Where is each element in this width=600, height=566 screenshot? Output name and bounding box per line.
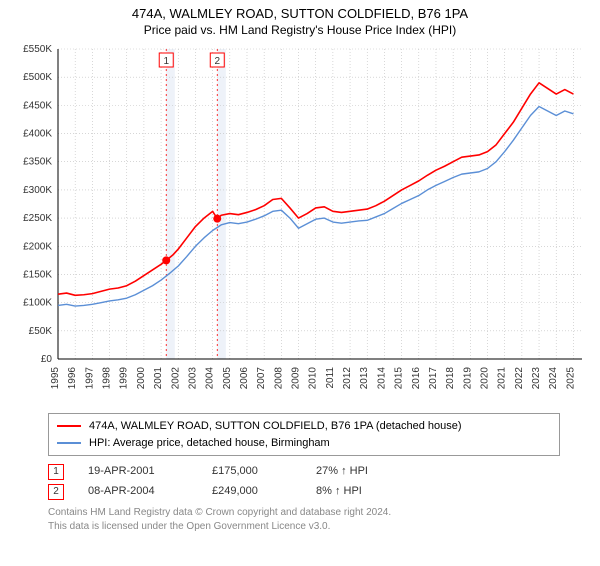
svg-text:2007: 2007 (256, 367, 267, 390)
svg-text:2019: 2019 (462, 367, 473, 390)
transaction-row: 1 19-APR-2001 £175,000 27% ↑ HPI (48, 462, 560, 482)
transaction-pct: 8% ↑ HPI (316, 482, 396, 502)
svg-text:1996: 1996 (67, 367, 78, 390)
svg-text:2020: 2020 (480, 367, 491, 390)
svg-text:1998: 1998 (102, 367, 113, 390)
svg-text:£250K: £250K (23, 213, 52, 224)
legend-label: 474A, WALMLEY ROAD, SUTTON COLDFIELD, B7… (89, 418, 462, 435)
transaction-pct: 27% ↑ HPI (316, 462, 396, 482)
svg-text:2006: 2006 (239, 367, 250, 390)
svg-text:2008: 2008 (273, 367, 284, 390)
svg-text:£550K: £550K (23, 44, 52, 55)
transaction-marker: 2 (48, 484, 64, 500)
svg-text:2024: 2024 (548, 367, 559, 390)
svg-text:£400K: £400K (23, 129, 52, 140)
svg-text:2: 2 (214, 56, 220, 67)
svg-text:2016: 2016 (411, 367, 422, 390)
footer-text: Contains HM Land Registry data © Crown c… (48, 506, 560, 534)
page-title: 474A, WALMLEY ROAD, SUTTON COLDFIELD, B7… (0, 6, 600, 21)
transaction-date: 19-APR-2001 (88, 462, 188, 482)
svg-text:2013: 2013 (359, 367, 370, 390)
svg-text:1: 1 (163, 56, 169, 67)
svg-text:£50K: £50K (29, 326, 53, 337)
svg-text:£100K: £100K (23, 298, 52, 309)
svg-text:2011: 2011 (325, 367, 336, 389)
svg-text:1997: 1997 (84, 367, 95, 390)
svg-text:2014: 2014 (376, 367, 387, 390)
svg-text:£350K: £350K (23, 157, 52, 168)
page-subtitle: Price paid vs. HM Land Registry's House … (0, 23, 600, 37)
svg-text:2010: 2010 (308, 367, 319, 390)
svg-text:1999: 1999 (119, 367, 130, 390)
transaction-marker: 1 (48, 464, 64, 480)
transaction-date: 08-APR-2004 (88, 482, 188, 502)
svg-text:2003: 2003 (187, 367, 198, 390)
footer-line-2: This data is licensed under the Open Gov… (48, 520, 560, 534)
svg-text:£500K: £500K (23, 72, 52, 83)
legend-label: HPI: Average price, detached house, Birm… (89, 435, 330, 452)
legend-swatch (57, 425, 81, 427)
svg-text:£450K: £450K (23, 100, 52, 111)
transaction-price: £175,000 (212, 462, 292, 482)
legend-item: HPI: Average price, detached house, Birm… (57, 435, 551, 452)
svg-text:2015: 2015 (394, 367, 405, 390)
legend-item: 474A, WALMLEY ROAD, SUTTON COLDFIELD, B7… (57, 418, 551, 435)
svg-text:1995: 1995 (50, 367, 61, 390)
svg-text:2022: 2022 (514, 367, 525, 390)
svg-text:£0: £0 (41, 354, 53, 365)
transaction-row: 2 08-APR-2004 £249,000 8% ↑ HPI (48, 482, 560, 502)
legend-swatch (57, 442, 81, 444)
svg-text:2025: 2025 (565, 367, 576, 390)
svg-text:2000: 2000 (136, 367, 147, 390)
svg-text:2017: 2017 (428, 367, 439, 390)
svg-text:2004: 2004 (205, 367, 216, 390)
chart-container: £0 £50K £100K £150K £200K £250K £300K £350K £400… (10, 39, 590, 409)
line-chart: £0 £50K £100K £150K £200K £250K £300K £350K £400… (10, 39, 590, 409)
svg-text:2001: 2001 (153, 367, 164, 390)
svg-text:2023: 2023 (531, 367, 542, 390)
svg-text:2012: 2012 (342, 367, 353, 390)
svg-text:2018: 2018 (445, 367, 456, 390)
svg-text:2021: 2021 (497, 367, 508, 390)
footer-line-1: Contains HM Land Registry data © Crown c… (48, 506, 560, 520)
svg-text:£150K: £150K (23, 269, 52, 280)
svg-text:2009: 2009 (291, 367, 302, 390)
svg-text:2005: 2005 (222, 367, 233, 390)
transaction-price: £249,000 (212, 482, 292, 502)
legend: 474A, WALMLEY ROAD, SUTTON COLDFIELD, B7… (48, 413, 560, 456)
svg-text:2002: 2002 (170, 367, 181, 390)
svg-text:£200K: £200K (23, 241, 52, 252)
svg-text:£300K: £300K (23, 185, 52, 196)
transactions-table: 1 19-APR-2001 £175,000 27% ↑ HPI 2 08-APR-200… (48, 462, 560, 502)
